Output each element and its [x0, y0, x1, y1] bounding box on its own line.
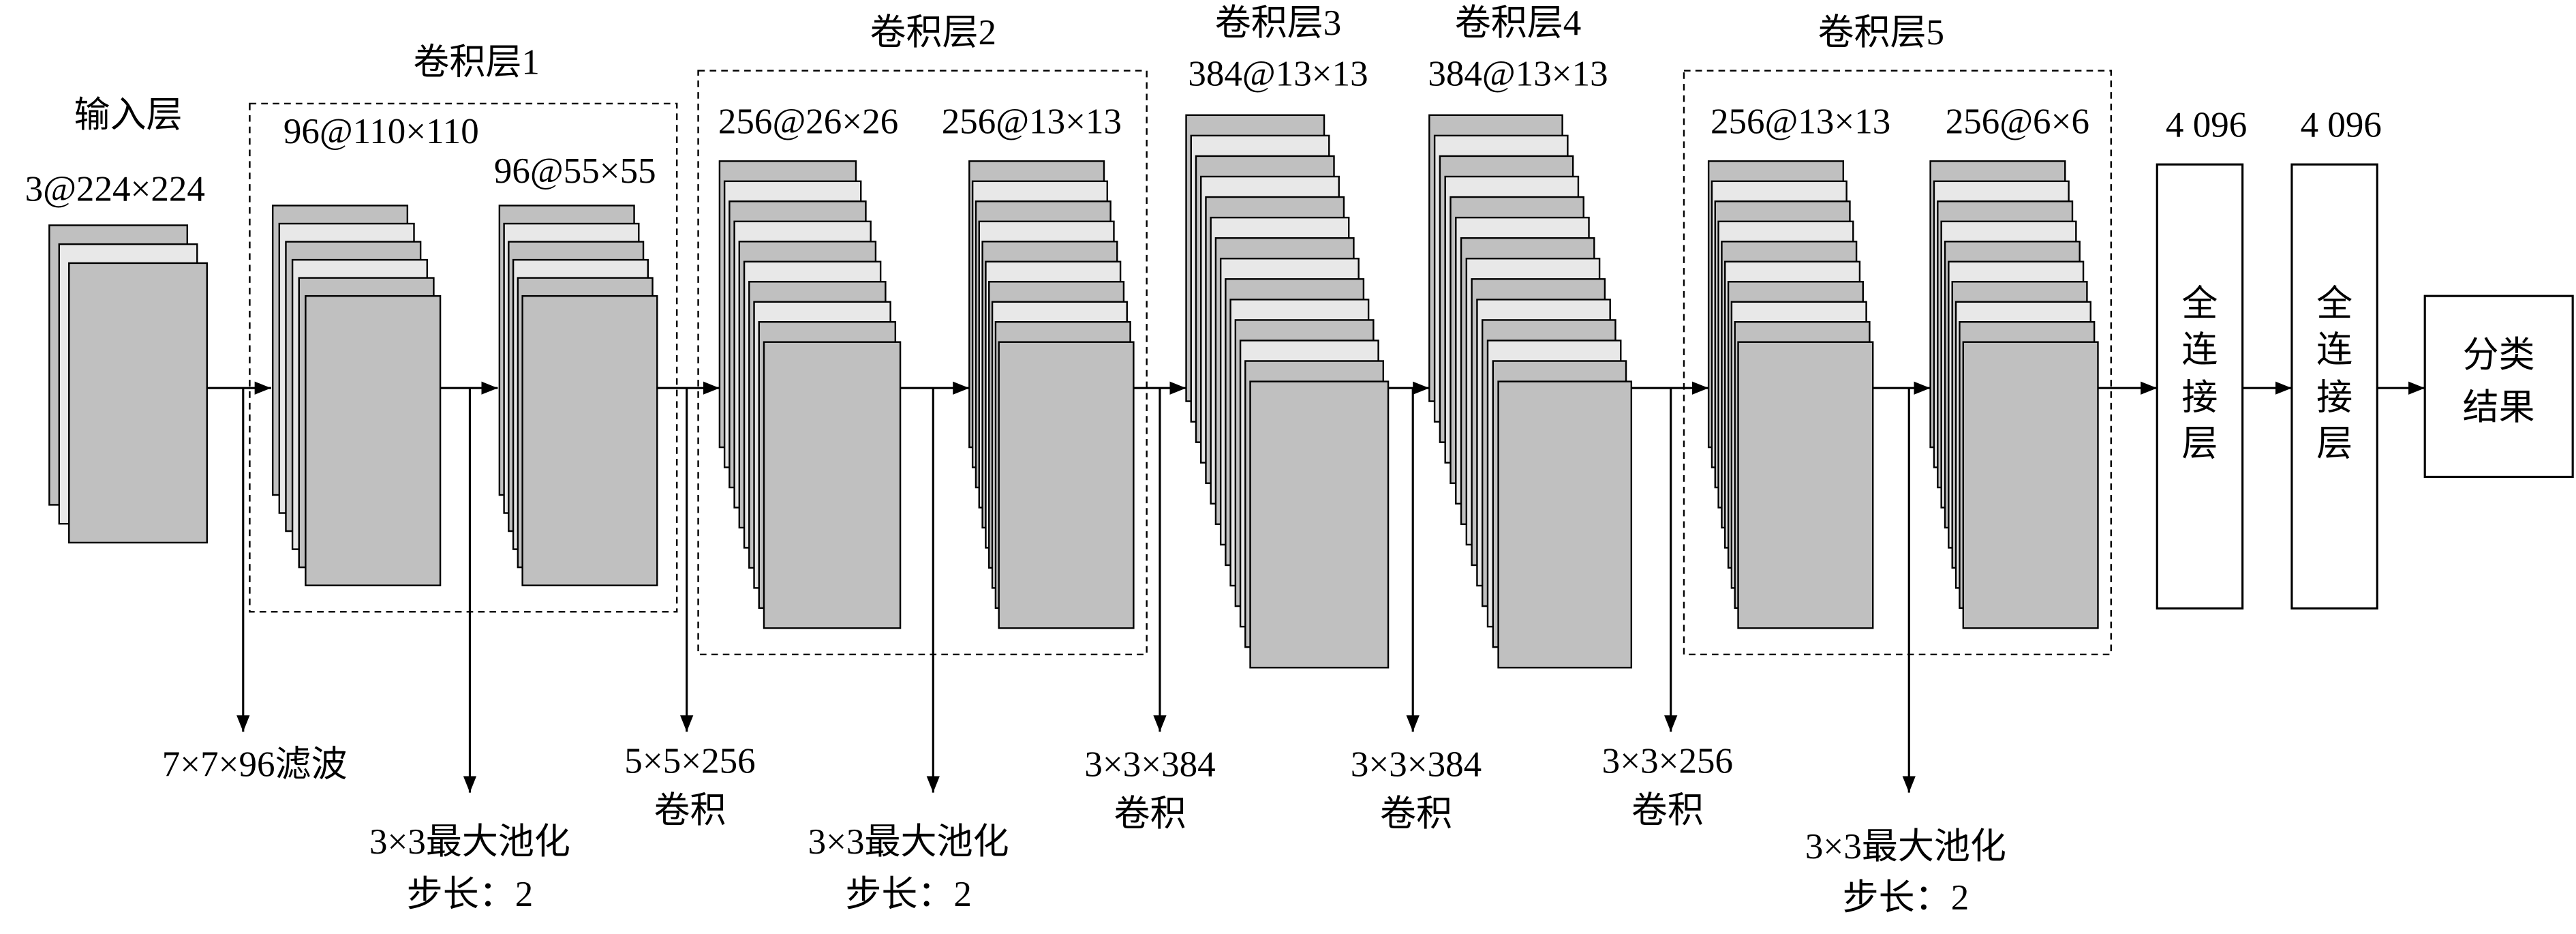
layer-size: 256@13×13 — [942, 102, 1122, 141]
layer-size: 3@224×224 — [25, 169, 205, 209]
layer-size: 4 096 — [2166, 105, 2247, 145]
group-box — [697, 70, 1148, 656]
operation-label: 3×3×256 — [1602, 742, 1733, 781]
operation-label: 5×5×256 — [624, 742, 755, 781]
group-box — [1683, 70, 2112, 656]
operation-label: 步长：2 — [407, 875, 534, 914]
operation-label: 7×7×96滤波 — [162, 745, 348, 785]
layer-size: 256@13×13 — [1711, 102, 1890, 141]
operation-label: 卷积 — [1114, 794, 1186, 834]
fc-label: 层 — [2181, 424, 2218, 464]
feature-map — [1497, 380, 1633, 669]
operation-label: 卷积 — [1380, 794, 1452, 834]
group-title: 卷积层1 — [413, 43, 540, 82]
fc-label: 层 — [2316, 424, 2352, 464]
operation-label: 3×3最大池化 — [808, 822, 1009, 862]
fc-label: 全 — [2316, 284, 2352, 324]
fc-label: 接 — [2181, 378, 2218, 418]
output-label: 分类 — [2463, 335, 2535, 375]
layer-size: 256@6×6 — [1946, 102, 2089, 141]
fc-layer — [2290, 163, 2378, 609]
layer-size: 4 096 — [2301, 105, 2382, 145]
output-label: 结果 — [2463, 388, 2535, 427]
group-box — [249, 102, 678, 613]
feature-map — [305, 295, 442, 586]
feature-map — [1737, 341, 1874, 629]
fc-label: 连 — [2316, 331, 2352, 370]
output-box — [2423, 295, 2574, 479]
group-title: 卷积层3 — [1215, 3, 1342, 43]
feature-map — [998, 341, 1135, 629]
feature-map — [68, 262, 208, 544]
fc-label: 接 — [2316, 378, 2352, 418]
layer-size: 256@26×26 — [718, 102, 898, 141]
feature-map — [1962, 341, 2099, 629]
layer-size: 96@110×110 — [283, 112, 479, 151]
operation-label: 3×3最大池化 — [369, 822, 570, 862]
layer-size: 384@13×13 — [1428, 55, 1608, 94]
fc-label: 连 — [2181, 331, 2218, 370]
group-title: 卷积层4 — [1455, 3, 1582, 43]
group-title: 卷积层5 — [1818, 13, 1944, 52]
operation-label: 卷积 — [654, 791, 726, 830]
layer-title: 输入层 — [74, 95, 183, 135]
layer-size: 96@55×55 — [494, 151, 656, 191]
operation-label: 3×3×384 — [1084, 745, 1215, 785]
operation-label: 3×3×384 — [1351, 745, 1482, 785]
feature-map — [521, 295, 658, 586]
feature-map — [1249, 380, 1390, 669]
operation-label: 3×3最大池化 — [1805, 827, 2006, 867]
fc-label: 全 — [2181, 284, 2218, 324]
operation-label: 步长：2 — [845, 875, 972, 914]
fc-layer — [2156, 163, 2244, 609]
feature-map — [763, 341, 902, 629]
operation-label: 步长：2 — [1843, 878, 1969, 918]
layer-size: 384@13×13 — [1188, 55, 1368, 94]
operation-label: 卷积 — [1631, 791, 1704, 830]
group-title: 卷积层2 — [870, 13, 997, 52]
